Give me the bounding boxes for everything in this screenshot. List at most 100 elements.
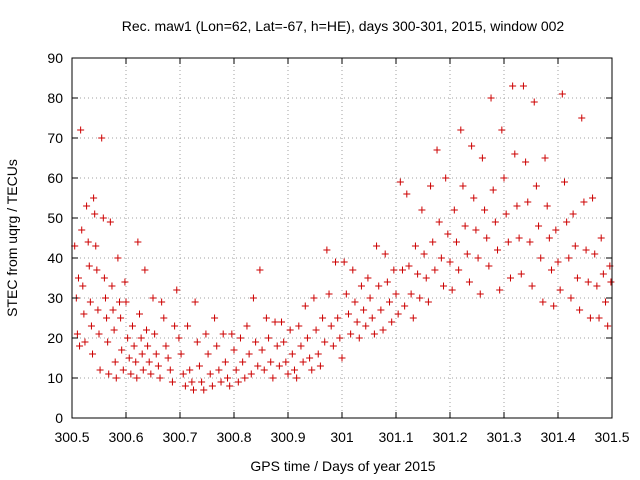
data-point	[347, 330, 355, 338]
data-point	[232, 366, 240, 374]
y-tick-label: 0	[55, 410, 63, 426]
data-point	[560, 178, 568, 186]
data-point	[111, 358, 119, 366]
data-point	[171, 322, 179, 330]
data-point	[139, 366, 147, 374]
data-point	[607, 278, 615, 286]
data-point	[595, 314, 603, 322]
data-point	[321, 338, 329, 346]
data-point	[312, 326, 320, 334]
data-point	[186, 366, 194, 374]
data-point	[282, 358, 290, 366]
data-point	[506, 274, 514, 282]
chart-title: Rec. maw1 (Lon=62, Lat=-67, h=HE), days …	[122, 18, 565, 34]
data-point	[550, 302, 558, 310]
data-point	[258, 346, 266, 354]
data-point	[224, 374, 232, 382]
data-point	[396, 178, 404, 186]
x-tick-label: 301.4	[540, 429, 575, 445]
data-point	[377, 306, 385, 314]
data-point	[519, 82, 527, 90]
data-point	[478, 154, 486, 162]
data-point	[110, 326, 118, 334]
data-point	[586, 314, 594, 322]
data-point	[427, 182, 435, 190]
x-tick-label: 300.9	[270, 429, 305, 445]
data-point	[117, 314, 125, 322]
data-point	[398, 266, 406, 274]
data-point	[95, 330, 103, 338]
data-point	[299, 358, 307, 366]
data-point	[190, 386, 197, 394]
data-point	[127, 370, 135, 378]
data-point	[338, 354, 346, 362]
data-point	[593, 282, 601, 290]
data-point	[487, 94, 495, 102]
data-point	[160, 314, 168, 322]
data-point	[164, 354, 172, 362]
data-point	[104, 338, 112, 346]
data-point	[316, 362, 324, 370]
y-tick-label: 40	[47, 250, 63, 266]
data-point	[465, 278, 473, 286]
data-point	[230, 346, 238, 354]
data-point	[243, 322, 251, 330]
x-tick-label: 300.7	[162, 429, 197, 445]
data-point	[325, 290, 333, 298]
data-point	[112, 374, 120, 382]
data-point	[388, 318, 396, 326]
y-tick-label: 80	[47, 90, 63, 106]
data-point	[535, 222, 543, 230]
data-point	[195, 362, 203, 370]
data-point	[166, 366, 174, 374]
data-point	[93, 266, 101, 274]
data-point	[168, 378, 176, 386]
data-point	[489, 186, 497, 194]
x-tick-label: 300.8	[216, 429, 251, 445]
data-point	[571, 242, 579, 250]
data-point	[103, 314, 111, 322]
data-point	[532, 182, 540, 190]
data-point	[278, 318, 286, 326]
data-point	[121, 278, 129, 286]
data-point	[545, 234, 553, 242]
data-point	[437, 254, 445, 262]
data-point	[98, 134, 106, 142]
data-point	[485, 262, 493, 270]
data-point	[202, 330, 210, 338]
x-tick-label: 301.2	[432, 429, 467, 445]
data-point	[407, 290, 415, 298]
data-point	[271, 318, 279, 326]
y-tick-label: 20	[47, 330, 63, 346]
data-point	[262, 314, 270, 322]
data-point	[498, 126, 506, 134]
data-point	[188, 378, 196, 386]
data-point	[73, 330, 81, 338]
data-point	[494, 246, 502, 254]
data-point	[379, 326, 387, 334]
data-point	[573, 274, 581, 282]
data-point	[373, 242, 381, 250]
data-point	[211, 314, 219, 322]
data-point	[106, 218, 114, 226]
data-point	[143, 326, 151, 334]
data-point	[422, 274, 430, 282]
data-point	[416, 294, 424, 302]
data-point	[411, 242, 419, 250]
data-point	[179, 370, 187, 378]
axis-ticks: 300.5 300.6 300.7 300.8 300.9 301 301.1 301.2 30…	[47, 50, 629, 445]
data-point	[145, 358, 153, 366]
data-point	[137, 334, 145, 342]
data-point	[293, 374, 301, 382]
data-point	[252, 338, 260, 346]
data-point	[177, 350, 185, 358]
data-point	[198, 378, 206, 386]
data-point	[99, 214, 107, 222]
data-point	[213, 342, 221, 350]
data-point	[558, 90, 566, 98]
data-point	[461, 222, 469, 230]
data-point	[530, 98, 538, 106]
data-point	[85, 262, 93, 270]
data-point	[100, 274, 108, 282]
data-point	[491, 218, 499, 226]
